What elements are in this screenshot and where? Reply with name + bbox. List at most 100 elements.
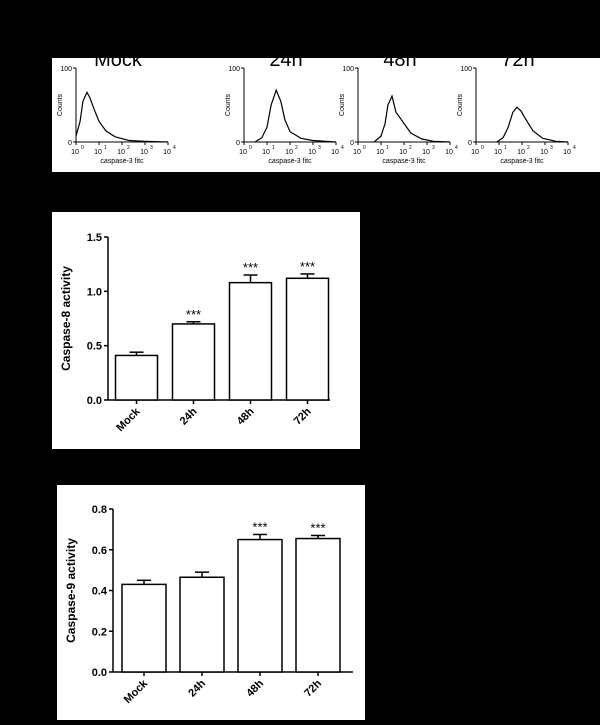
x-tick-exponent: 2 — [127, 145, 130, 151]
significance-label: *** — [300, 259, 315, 274]
x-tick-label: 10 — [517, 149, 525, 156]
caspase8-panel: 0.0 0.5 1.0 1.5 Caspase-8 activity Mock *** 24h… — [52, 212, 360, 449]
x-tick-exponent: 0 — [363, 145, 366, 151]
x-tick-label: 24h — [178, 405, 200, 427]
y-tick-label: 100 — [228, 66, 240, 73]
x-tick-exponent: 3 — [318, 145, 321, 151]
histogram-title: 48h — [383, 58, 416, 71]
x-tick-exponent: 1 — [386, 145, 389, 151]
x-tick-exponent: 4 — [573, 145, 576, 151]
x-tick-label: 72h — [302, 677, 324, 699]
y-axis-label: Caspase-9 activity — [64, 538, 78, 643]
caspase9-panel: 0.0 0.2 0.4 0.6 0.8 Caspase-9 activity Mock 24h… — [57, 485, 365, 720]
bar-24h — [179, 576, 225, 673]
bar-24h — [171, 323, 216, 401]
x-tick-exponent: 0 — [249, 145, 252, 151]
y-tick-label: 0.4 — [92, 586, 108, 598]
x-tick-label: 10 — [399, 149, 407, 156]
x-tick-label: 10 — [71, 149, 79, 156]
y-tick-label: 0.2 — [92, 626, 107, 638]
x-tick-exponent: 2 — [527, 145, 530, 151]
bar-48h — [228, 281, 273, 401]
y-axis-label: Counts — [225, 93, 232, 116]
x-tick-label: 10 — [563, 149, 571, 156]
x-tick-label: 10 — [262, 149, 270, 156]
x-tick-label: Mock — [114, 405, 143, 434]
y-tick-label: 100 — [342, 66, 354, 73]
y-axis-label: Counts — [457, 93, 464, 116]
x-tick-label: 10 — [376, 149, 384, 156]
caspase9-bar-chart: 0.0 0.2 0.4 0.6 0.8 Caspase-9 activity Mock 24h… — [64, 504, 353, 706]
x-tick-exponent: 4 — [173, 145, 176, 151]
histogram-curve-mock — [75, 91, 169, 143]
x-tick-label: 10 — [353, 149, 361, 156]
x-tick-label: 10 — [117, 149, 125, 156]
x-tick-label: 10 — [422, 149, 430, 156]
bar-72h — [285, 277, 330, 401]
x-axis-label: caspase-3 fitc — [100, 158, 144, 165]
x-tick-exponent: 4 — [341, 145, 344, 151]
x-tick-label: Mock — [122, 677, 151, 706]
x-tick-exponent: 1 — [272, 145, 275, 151]
y-tick-label: 0.5 — [87, 341, 102, 353]
significance-label: *** — [252, 519, 267, 534]
x-tick-exponent: 1 — [504, 145, 507, 151]
x-tick-exponent: 4 — [455, 145, 458, 151]
y-tick-label: 100 — [460, 66, 472, 73]
y-tick-label: 0.8 — [92, 504, 107, 516]
x-tick-exponent: 3 — [550, 145, 553, 151]
x-tick-label: 10 — [471, 149, 479, 156]
x-tick-exponent: 2 — [295, 145, 298, 151]
caspase8-bar-chart: 0.0 0.5 1.0 1.5 Caspase-8 activity Mock *** 24h… — [59, 232, 330, 434]
bar-mock — [114, 354, 159, 401]
x-tick-label: 24h — [186, 677, 208, 699]
y-tick-label: 0 — [468, 140, 472, 147]
x-tick-label: 72h — [292, 405, 314, 427]
y-axis-label: Counts — [339, 93, 346, 116]
bar-48h — [237, 538, 283, 673]
x-tick-label: 10 — [140, 149, 148, 156]
y-tick-label: 0 — [236, 140, 240, 147]
x-tick-label: 48h — [244, 677, 266, 699]
x-axis-label: caspase-3 fitc — [500, 158, 544, 165]
y-axis-label: Counts — [57, 93, 64, 116]
bar-72h — [295, 537, 341, 673]
significance-label: *** — [186, 307, 201, 322]
x-tick-exponent: 0 — [481, 145, 484, 151]
y-tick-label: 0.0 — [87, 395, 102, 407]
y-tick-label: 100 — [60, 66, 72, 73]
bar-mock — [121, 583, 167, 673]
x-axis-label: caspase-3 fitc — [382, 158, 426, 165]
histogram-curve-24h — [254, 88, 337, 143]
x-tick-label: 48h — [235, 405, 257, 427]
x-tick-label: 10 — [94, 149, 102, 156]
flow-histogram-panel: Mock 0 100 Counts 10 0 10 1 10 2 10 3 10 4 caspase-3 f… — [52, 49, 600, 172]
y-tick-label: 1.5 — [87, 232, 102, 244]
histogram-title: Mock — [94, 58, 143, 71]
x-tick-exponent: 3 — [150, 145, 153, 151]
x-tick-exponent: 2 — [409, 145, 412, 151]
y-tick-label: 0.6 — [92, 545, 107, 557]
histogram-title: 24h — [269, 58, 302, 71]
histogram-title: 72h — [501, 58, 534, 71]
histogram-curve-72h — [496, 106, 569, 143]
significance-label: *** — [243, 260, 258, 275]
y-tick-label: 0.0 — [92, 667, 107, 679]
x-tick-exponent: 3 — [432, 145, 435, 151]
x-tick-label: 10 — [540, 149, 548, 156]
x-axis-label: caspase-3 fitc — [268, 158, 312, 165]
x-tick-label: 10 — [445, 149, 453, 156]
histogram-curve-48h — [373, 94, 451, 143]
x-tick-label: 10 — [308, 149, 316, 156]
y-tick-label: 0 — [350, 140, 354, 147]
x-tick-label: 10 — [494, 149, 502, 156]
x-tick-label: 10 — [163, 149, 171, 156]
x-tick-label: 10 — [331, 149, 339, 156]
significance-label: *** — [310, 520, 325, 535]
x-tick-label: 10 — [285, 149, 293, 156]
